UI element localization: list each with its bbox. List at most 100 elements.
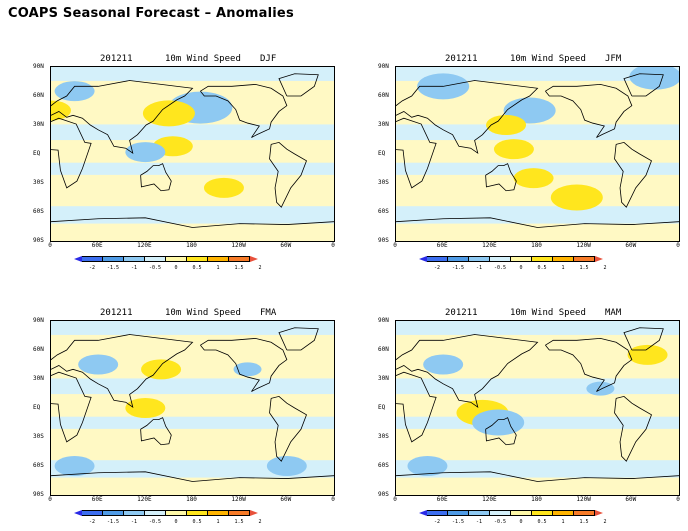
coastline-6 [51, 217, 334, 228]
panel-variable: 10m Wind Speed [510, 54, 586, 64]
lon-tick-label: 120E [137, 496, 152, 503]
background-band [51, 416, 334, 429]
coastline-4 [269, 395, 307, 462]
colorbar-label: -1 [475, 519, 483, 525]
colorbar-label: -0.5 [148, 265, 162, 271]
map-panel-mam: 201211 10m Wind Speed MAM 90N 60N 30N EQ 30S 60S… [345, 308, 685, 528]
background-band [396, 416, 679, 429]
colorbar-segment [574, 256, 595, 262]
anomaly-contour-djf-5-1 [54, 81, 95, 102]
anomaly-contour-mam-5-1 [586, 381, 615, 396]
coastline-5 [278, 73, 319, 97]
background-band [51, 162, 334, 175]
panel-variable: 10m Wind Speed [165, 54, 241, 64]
coastline-1 [51, 334, 194, 408]
coastline-1 [396, 334, 539, 408]
lat-tick-label: 60S [33, 208, 44, 215]
colorbar-label: 0 [519, 265, 523, 271]
lon-tick-label: 0 [676, 496, 680, 503]
lat-tick-label: EQ [33, 404, 41, 411]
colorbar [419, 256, 603, 262]
anomaly-contour-jfm-5-1 [629, 67, 679, 90]
colorbar-segment [448, 256, 469, 262]
colorbar-label: -1 [130, 519, 138, 525]
colorbar-segment [469, 256, 490, 262]
lon-tick-label: 60W [280, 242, 292, 249]
coastline-3 [545, 83, 633, 138]
colorbar-label: 1.5 [234, 519, 244, 525]
background-band [396, 206, 679, 224]
colorbar-segment [82, 256, 103, 262]
coastline-3 [545, 337, 633, 392]
map-svg [51, 67, 334, 228]
colorbar-segment [427, 510, 448, 516]
colorbar-segment [145, 256, 166, 262]
map-svg [51, 321, 334, 482]
lat-tick-label: EQ [33, 150, 41, 157]
colorbar-label: -1.5 [106, 265, 120, 271]
lat-tick-label: 60S [378, 462, 389, 469]
coastline-2 [485, 417, 517, 446]
lat-tick-label: 60N [378, 346, 389, 353]
lon-tick-label: 60W [625, 242, 637, 249]
anomaly-contour-jfm-4-1 [513, 168, 554, 189]
lon-tick-label: 180 [531, 496, 542, 503]
lat-tick-label: 90N [378, 63, 389, 70]
lat-tick-label: 30N [378, 121, 389, 128]
colorbar-segment [469, 510, 490, 516]
anomaly-contour-fma-5-1 [266, 456, 307, 476]
lat-tick-label: 90N [378, 317, 389, 324]
lon-tick-label: 60E [91, 242, 103, 249]
colorbar-label: 0.5 [537, 265, 547, 271]
colorbar-label: 1 [561, 265, 565, 271]
colorbar-label: 0 [174, 265, 178, 271]
colorbar-label: -0.5 [493, 519, 507, 525]
colorbar-cap-left [74, 510, 82, 516]
colorbar-segment [82, 510, 103, 516]
lon-tick-label: 0 [331, 496, 335, 503]
panel-init-date: 201211 [100, 54, 133, 64]
anomaly-contour-mam-4-1 [407, 456, 448, 476]
coastline-3 [200, 83, 288, 138]
colorbar-label: 0.5 [192, 265, 202, 271]
colorbar-label: 2 [258, 519, 262, 525]
panel-init-date: 201211 [445, 308, 478, 318]
background-band [51, 206, 334, 224]
colorbar-segment [511, 256, 532, 262]
lon-tick-label: 180 [531, 242, 542, 249]
coastline-6 [396, 471, 679, 482]
colorbar-cap-right [250, 256, 258, 262]
lon-tick-label: 60W [280, 496, 292, 503]
colorbar-segment [229, 510, 250, 516]
colorbar-cap-right [595, 510, 603, 516]
background-band [51, 460, 334, 478]
lat-tick-label: 30S [378, 433, 389, 440]
lon-tick-label: 0 [393, 242, 397, 249]
coastline-2 [140, 417, 172, 446]
background-band [51, 67, 334, 81]
colorbar-label: 2 [603, 265, 607, 271]
lon-tick-label: 120W [576, 496, 591, 503]
colorbar-segment [145, 510, 166, 516]
anomaly-contour-mam-0-1 [627, 344, 668, 365]
colorbar-label: -0.5 [493, 265, 507, 271]
anomaly-contour-djf-1-1 [142, 100, 195, 127]
colorbar-label: 0 [174, 519, 178, 525]
map-panel-fma: 201211 10m Wind Speed FMA 90N 60N 30N EQ 30S 60S… [0, 308, 340, 528]
background-band [51, 321, 334, 335]
colorbar-label: 0 [519, 519, 523, 525]
background-band [396, 124, 679, 141]
coastline-4 [614, 141, 652, 208]
colorbar-label: -2 [433, 265, 441, 271]
colorbar-segment [208, 510, 229, 516]
lon-tick-label: 60E [436, 496, 448, 503]
colorbar-label: -1.5 [451, 265, 465, 271]
lat-tick-label: 30N [378, 375, 389, 382]
colorbar-segment [229, 256, 250, 262]
lat-tick-label: 30S [378, 179, 389, 186]
colorbar-segment [532, 256, 553, 262]
anomaly-contour-djf-3-1 [125, 142, 166, 163]
coastline-0 [51, 117, 92, 189]
anomaly-contour-fma-4-1 [54, 456, 95, 476]
lat-tick-label: 90N [33, 63, 44, 70]
